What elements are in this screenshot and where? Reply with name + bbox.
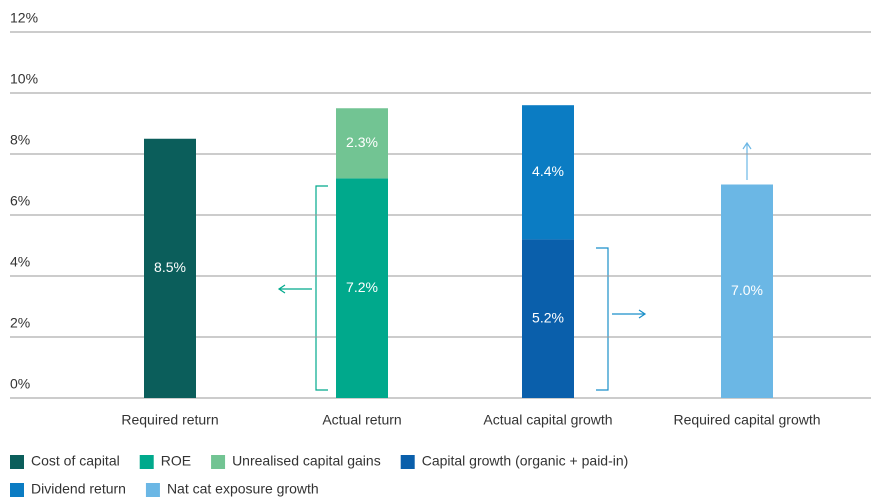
value-label: 4.4% [532, 163, 564, 179]
x-tick-label: Required capital growth [673, 412, 820, 428]
legend-swatch [10, 483, 24, 497]
legend-swatch [145, 483, 160, 497]
bar-segment [336, 108, 388, 179]
value-label: 7.0% [731, 282, 763, 298]
bar-segment [522, 105, 574, 240]
y-tick-label: 6% [10, 193, 30, 209]
legend-label: Cost of capital [31, 453, 120, 469]
annotation-arrows [277, 141, 752, 391]
legend-swatch [211, 455, 226, 469]
bar-segment [721, 184, 773, 398]
x-tick-label: Actual return [322, 412, 401, 428]
y-tick-label: 0% [10, 376, 30, 392]
legend-swatch [139, 455, 154, 469]
x-tick-label: Actual capital growth [483, 412, 612, 428]
value-label: 2.3% [346, 134, 378, 150]
bar-segment [522, 239, 574, 398]
x-tick-label: Required return [121, 412, 218, 428]
legend-label: ROE [161, 453, 191, 469]
legend-swatch [10, 455, 24, 469]
y-tick-label: 2% [10, 315, 30, 331]
bar-segment [144, 138, 196, 398]
y-tick-label: 8% [10, 132, 30, 148]
value-label: 8.5% [154, 259, 186, 275]
legend-swatch [400, 455, 415, 469]
legend-label: Unrealised capital gains [232, 453, 381, 469]
bar-segment [336, 178, 388, 398]
value-label: 5.2% [532, 309, 564, 325]
y-tick-label: 12% [10, 10, 38, 26]
legend-label: Dividend return [31, 481, 126, 497]
legend-label: Capital growth (organic + paid-in) [422, 453, 629, 469]
y-tick-label: 4% [10, 254, 30, 270]
value-label: 7.2% [346, 279, 378, 295]
legend-label: Nat cat exposure growth [167, 481, 319, 497]
y-tick-label: 10% [10, 71, 38, 87]
